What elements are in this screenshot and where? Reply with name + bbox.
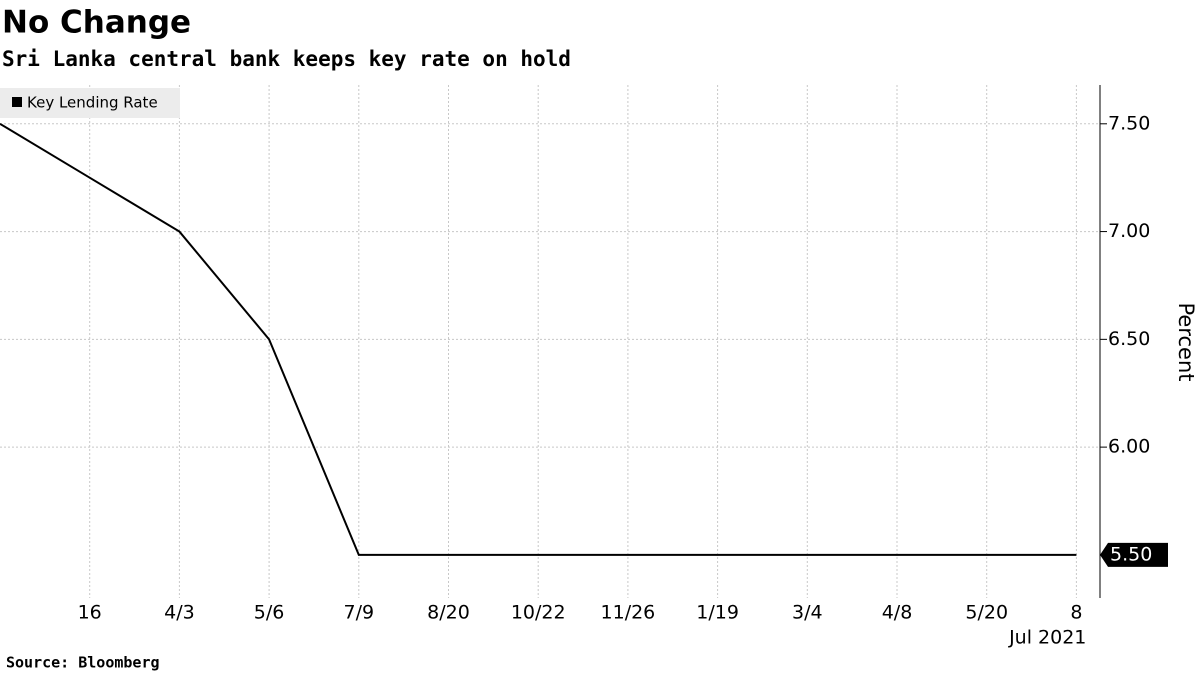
x-tick-label: 1/19 xyxy=(696,602,739,624)
x-tick-label: 7/9 xyxy=(344,602,375,624)
data-line xyxy=(0,122,1077,556)
x-tick-label: 5/20 xyxy=(965,602,1008,624)
x-tick-label: 8 xyxy=(1070,602,1082,624)
legend-label: Key Lending Rate xyxy=(27,94,158,112)
legend-box xyxy=(0,88,180,118)
x-tick-label: 3/4 xyxy=(792,602,823,624)
y-tick-label: 7.00 xyxy=(1108,220,1150,242)
value-label: 5.50 xyxy=(1110,543,1152,565)
x-sublabel: Jul 2021 xyxy=(1008,627,1086,649)
x-tick-label: 8/20 xyxy=(427,602,470,624)
value-label-box xyxy=(1100,542,1168,567)
y-tick-label: 6.50 xyxy=(1108,328,1150,350)
x-tick-label: 10/22 xyxy=(511,602,566,624)
x-tick-label: 11/26 xyxy=(601,602,656,624)
chart-subtitle: Sri Lanka central bank keeps key rate on… xyxy=(2,47,571,71)
legend-swatch xyxy=(12,97,22,107)
x-tick-label: 16 xyxy=(78,602,102,624)
y-axis-label: Percent xyxy=(1174,302,1198,381)
x-tick-label: 5/6 xyxy=(254,602,285,624)
x-tick-label: 4/3 xyxy=(164,602,195,624)
chart-title: No Change xyxy=(2,5,191,41)
y-tick-label: 6.00 xyxy=(1108,436,1150,458)
x-tick-label: 4/8 xyxy=(882,602,913,624)
y-tick-label: 7.50 xyxy=(1108,112,1150,134)
source: Source: Bloomberg xyxy=(6,654,160,672)
